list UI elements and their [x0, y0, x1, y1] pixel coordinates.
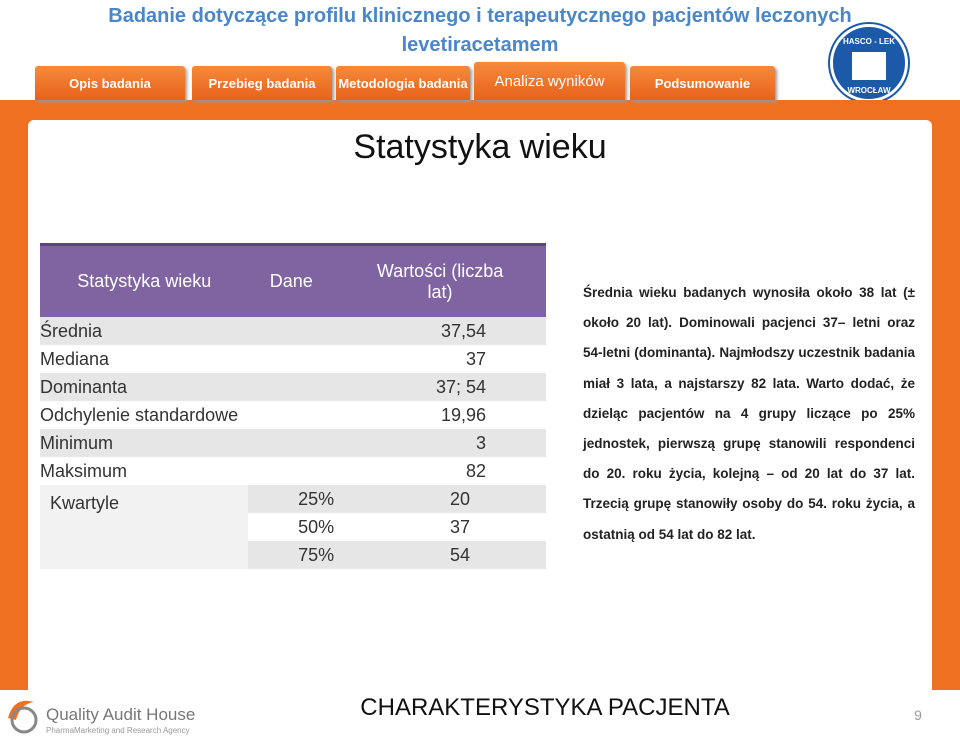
tab[interactable]: Opis badania [35, 66, 185, 100]
table-row: Maksimum 82 [40, 457, 546, 485]
tab[interactable]: Metodologia badania [336, 66, 470, 100]
table-row: 50% 37 [40, 513, 546, 541]
row-label: Maksimum [40, 460, 128, 481]
section-name: CHARAKTERYSTYKA PACJENTA [360, 694, 729, 721]
row-value: 82 [465, 460, 486, 481]
tagline: PharmaMarketing and Research Agency [46, 726, 190, 735]
paragraph: Średnia wieku badanych wynosiła około 38… [583, 285, 915, 542]
row-value: 19,96 [440, 404, 486, 425]
table-row: Kwartyle 25% 20 [40, 485, 546, 569]
row-value: 37 [465, 348, 486, 369]
row-label: Średnia [40, 317, 249, 345]
row-label: Odchylenie standardowe [40, 404, 239, 425]
quartile-label: 75% [248, 541, 335, 569]
panel [28, 120, 932, 690]
row-value: 37; 54 [248, 373, 546, 401]
page-number: 9 [914, 707, 922, 723]
stats-table: Statystyka wieku Dane Wartości (liczba l… [40, 243, 546, 569]
quartile-value: 54 [334, 541, 546, 569]
header-cell: Statystyka wieku [40, 243, 249, 317]
table-row: Dominanta 37; 54 [40, 373, 546, 401]
slide-title: Statystyka wieku [353, 128, 607, 166]
brand-ring [10, 706, 38, 734]
row-label: Dominanta [40, 373, 249, 401]
quartile-value: 37 [449, 516, 470, 537]
logo: HASCO - LEK WROCŁAW [830, 24, 908, 102]
header-row: Statystyka wieku Dane Wartości (liczba l… [40, 243, 546, 317]
quartile-label: 25% [248, 485, 335, 513]
row-label: Kwartyle [40, 485, 249, 569]
logo-bottom: WROCŁAW [847, 86, 891, 95]
logo-top: HASCO - LEK [843, 37, 895, 46]
brand: Quality Audit House [46, 705, 195, 724]
table-row: 75% 54 [40, 541, 546, 569]
table-row: Średnia 37,54 [40, 317, 546, 345]
table-row: Minimum 3 [40, 429, 546, 457]
table-row: Odchylenie standardowe 19,96 [40, 401, 546, 429]
quartile-value: 20 [334, 485, 546, 513]
tab[interactable]: Przebieg badania [192, 66, 332, 100]
footer: Quality Audit House PharmaMarketing and … [8, 694, 922, 735]
quartile-label: 50% [298, 516, 335, 537]
table-body: Statystyka wieku Dane Wartości (liczba l… [40, 243, 546, 569]
row-label: Mediana [40, 348, 110, 369]
tab[interactable]: Podsumowanie [630, 66, 775, 100]
logo-mark [852, 52, 886, 80]
table-row: Mediana 37 [40, 345, 546, 373]
row-label: Minimum [40, 429, 249, 457]
row-value: 37,54 [248, 317, 546, 345]
header-title: Badanie dotyczące profilu klinicznego i … [108, 5, 852, 56]
row-value: 3 [248, 429, 546, 457]
tab-active[interactable]: Analiza wyników [474, 62, 625, 100]
header-cell: Dane [248, 243, 335, 317]
header-cell: Wartości (liczba lat) [334, 243, 546, 317]
